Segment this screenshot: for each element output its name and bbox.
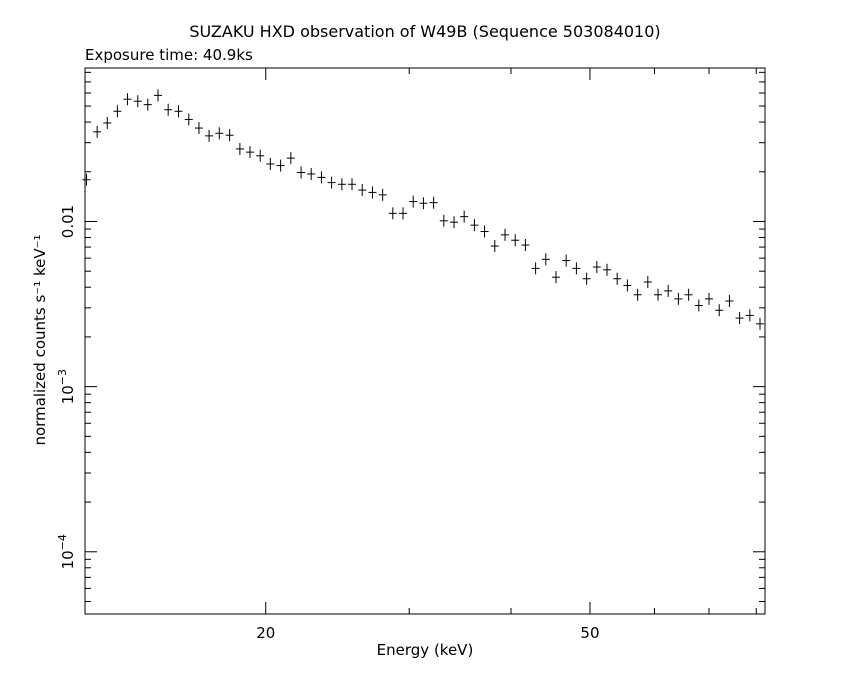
- x-tick-label: 50: [580, 624, 599, 642]
- data-point: [82, 173, 91, 186]
- data-point: [256, 149, 265, 162]
- data-point: [674, 292, 683, 305]
- data-point: [511, 234, 520, 247]
- data-point: [653, 288, 662, 301]
- data-point: [480, 225, 489, 238]
- data-point: [745, 309, 754, 322]
- plot-frame: [84, 67, 766, 615]
- data-point: [592, 261, 601, 274]
- data-point: [266, 157, 275, 170]
- data-point: [409, 195, 418, 208]
- data-point: [276, 159, 285, 172]
- data-point: [205, 129, 214, 142]
- data-point: [521, 239, 530, 252]
- data-point: [643, 276, 652, 289]
- data-point: [572, 262, 581, 275]
- data-point: [623, 279, 632, 292]
- data-point: [756, 317, 765, 330]
- data-point: [297, 166, 306, 179]
- x-tick-label: 20: [256, 624, 275, 642]
- data-point: [439, 214, 448, 227]
- data-point: [399, 207, 408, 220]
- data-point: [551, 271, 560, 284]
- data-point: [705, 292, 714, 305]
- data-point: [715, 304, 724, 317]
- data-point: [184, 113, 193, 126]
- data-point: [215, 127, 224, 140]
- data-point: [613, 272, 622, 285]
- data-point: [123, 93, 132, 106]
- data-point: [235, 142, 244, 155]
- data-point: [286, 152, 295, 165]
- data-point: [501, 228, 510, 241]
- data-point: [307, 167, 316, 180]
- data-point: [582, 272, 591, 285]
- data-point: [531, 262, 540, 275]
- data-point: [174, 105, 183, 118]
- data-point: [327, 176, 336, 189]
- data-point: [225, 129, 234, 142]
- chart-subtitle: Exposure time: 40.9ks: [85, 46, 253, 64]
- data-point: [368, 186, 377, 199]
- data-point: [337, 178, 346, 191]
- y-tick-label: 10−3: [56, 369, 77, 404]
- data-point: [154, 89, 163, 102]
- data-point: [133, 95, 142, 108]
- data-point: [93, 125, 102, 138]
- data-point: [684, 288, 693, 301]
- data-point: [562, 254, 571, 267]
- data-point: [603, 263, 612, 276]
- data-point: [358, 184, 367, 197]
- data-point: [725, 295, 734, 308]
- data-point: [143, 98, 152, 111]
- y-axis-label: normalized counts s⁻¹ keV⁻¹: [31, 234, 49, 445]
- data-point: [450, 216, 459, 229]
- data-point: [246, 146, 255, 159]
- data-point: [694, 299, 703, 312]
- data-point: [388, 207, 397, 220]
- data-point: [378, 188, 387, 201]
- data-point: [664, 284, 673, 297]
- x-axis-label: Energy (keV): [377, 641, 474, 659]
- data-point: [194, 122, 203, 135]
- data-point: [470, 219, 479, 232]
- data-point: [164, 103, 173, 116]
- y-tick-label: 0.01: [59, 205, 77, 238]
- data-point: [633, 288, 642, 301]
- data-point: [735, 312, 744, 325]
- chart-title: SUZAKU HXD observation of W49B (Sequence…: [189, 22, 661, 41]
- data-point: [541, 253, 550, 266]
- data-point: [460, 210, 469, 223]
- data-point: [490, 240, 499, 253]
- data-point: [419, 197, 428, 210]
- data-point: [113, 105, 122, 118]
- data-point: [317, 171, 326, 184]
- data-point: [429, 196, 438, 209]
- data-point: [103, 116, 112, 129]
- y-tick-label: 10−4: [56, 534, 77, 569]
- data-point: [347, 178, 356, 191]
